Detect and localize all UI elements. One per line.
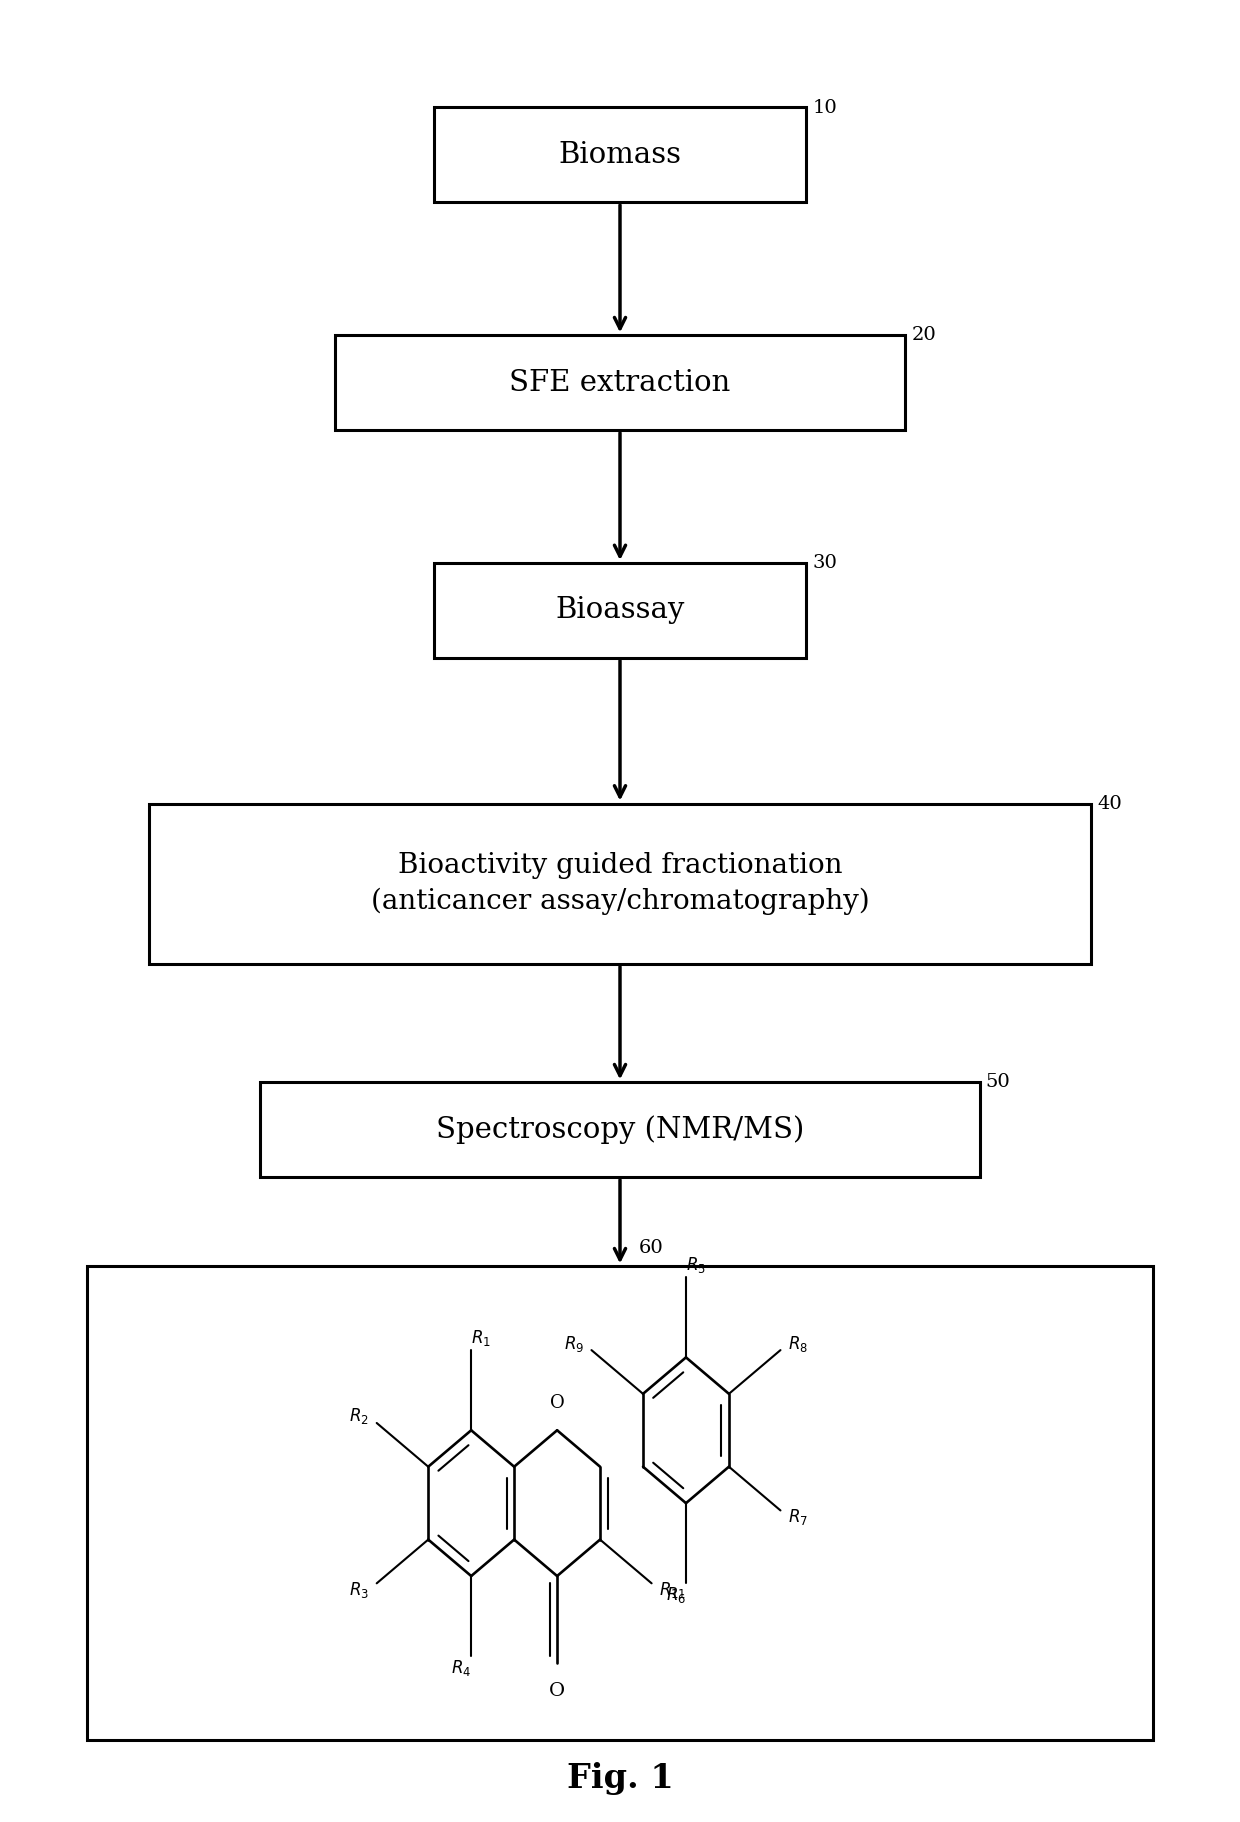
Text: 60: 60 xyxy=(639,1239,663,1257)
Text: O: O xyxy=(549,1682,565,1700)
Text: SFE extraction: SFE extraction xyxy=(510,368,730,397)
FancyBboxPatch shape xyxy=(335,335,905,430)
Text: Bioassay: Bioassay xyxy=(556,596,684,625)
Text: $R_7$: $R_7$ xyxy=(789,1507,808,1527)
Text: $R_5$: $R_5$ xyxy=(686,1255,706,1275)
Text: 30: 30 xyxy=(812,554,837,572)
Text: 10: 10 xyxy=(812,98,837,117)
FancyBboxPatch shape xyxy=(434,563,806,658)
Text: $R_9$: $R_9$ xyxy=(563,1334,584,1354)
Text: $R_1$: $R_1$ xyxy=(471,1328,491,1348)
Text: $R_4$: $R_4$ xyxy=(451,1658,471,1678)
Text: O: O xyxy=(549,1394,564,1412)
Text: Biomass: Biomass xyxy=(558,140,682,169)
Text: Fig. 1: Fig. 1 xyxy=(567,1762,673,1795)
Text: $R_3$: $R_3$ xyxy=(348,1580,370,1600)
Text: Spectroscopy (NMR/MS): Spectroscopy (NMR/MS) xyxy=(436,1115,804,1144)
Text: Bioactivity guided fractionation
(anticancer assay/chromatography): Bioactivity guided fractionation (antica… xyxy=(371,853,869,915)
FancyBboxPatch shape xyxy=(260,1082,980,1177)
Text: $R_6$: $R_6$ xyxy=(666,1585,686,1605)
FancyBboxPatch shape xyxy=(149,804,1091,964)
Text: $R_{11}$: $R_{11}$ xyxy=(660,1580,687,1600)
FancyBboxPatch shape xyxy=(87,1266,1153,1740)
Text: $R_8$: $R_8$ xyxy=(789,1334,808,1354)
Text: 50: 50 xyxy=(986,1073,1011,1091)
FancyBboxPatch shape xyxy=(434,107,806,202)
Text: $R_2$: $R_2$ xyxy=(350,1407,370,1427)
Text: 20: 20 xyxy=(911,326,936,344)
Text: 40: 40 xyxy=(1097,794,1122,813)
